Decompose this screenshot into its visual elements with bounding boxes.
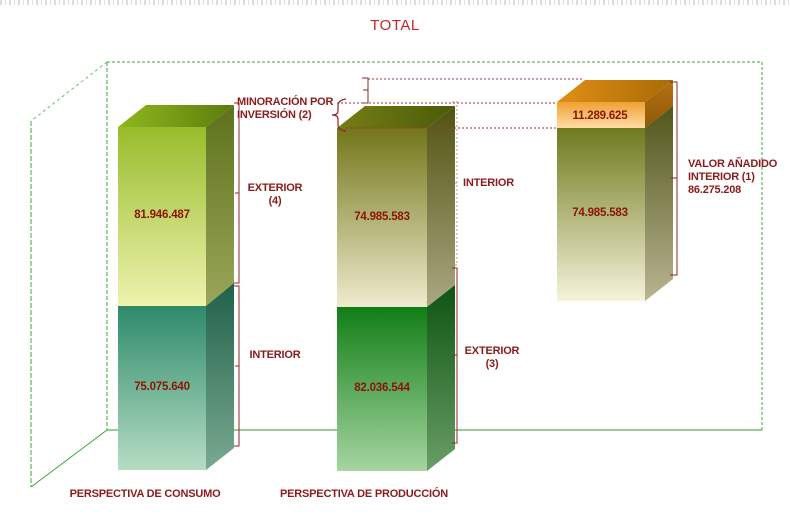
label-minoracion-line2: INVERSIÓN (2) bbox=[237, 109, 312, 121]
label-exterior-3-line2: (3) bbox=[485, 358, 499, 370]
label-exterior-4: EXTERIOR (4) bbox=[243, 182, 307, 208]
value-bar1-interior: 75.075.640 bbox=[134, 381, 190, 393]
bracket-valor-anadido bbox=[670, 81, 678, 276]
value-bar1-exterior: 81.946.487 bbox=[134, 209, 190, 221]
bracket-interior-produccion bbox=[452, 101, 458, 266]
label-valor-line3: 86.275.208 bbox=[688, 184, 742, 196]
room-frame bbox=[30, 61, 763, 488]
label-valor-line2: INTERIOR (1) bbox=[688, 171, 755, 183]
side-wall-top-edge bbox=[30, 61, 108, 122]
bar-valor-minoracion-front bbox=[557, 102, 645, 128]
value-bar3-interior: 74.985.583 bbox=[572, 207, 628, 219]
bar-produccion-top-face bbox=[337, 106, 455, 128]
bar-valor-top-face bbox=[557, 80, 673, 102]
bar-consumo bbox=[118, 105, 234, 470]
category-label-consumo: PERSPECTIVA DE CONSUMO bbox=[69, 488, 221, 500]
bar-produccion-exterior-front bbox=[337, 307, 427, 471]
bar-produccion-interior-front bbox=[337, 128, 427, 307]
bar-valor-interior-side bbox=[645, 106, 673, 301]
bracket-exterior-3 bbox=[452, 267, 458, 444]
value-bar3-minoracion: 11.289.625 bbox=[572, 110, 628, 122]
bar-consumo-top-face bbox=[118, 105, 234, 127]
label-interior-bar2: INTERIOR bbox=[463, 177, 514, 189]
page-perforation-strip bbox=[0, 0, 790, 5]
bar-produccion-exterior-side bbox=[427, 285, 455, 471]
bracket-interior-consumo bbox=[234, 285, 240, 447]
bar-valor-minoracion-side bbox=[645, 80, 673, 128]
bar-consumo-interior-front bbox=[118, 306, 206, 470]
bar-consumo-exterior-front bbox=[118, 127, 206, 306]
bar-consumo-exterior-side bbox=[206, 105, 234, 306]
label-minoracion: MINORACIÓN POR INVERSIÓN (2) bbox=[237, 96, 333, 122]
label-exterior-4-line2: (4) bbox=[268, 195, 282, 207]
bar-valor-anadido bbox=[557, 80, 673, 301]
label-interior-bar1: INTERIOR bbox=[249, 349, 301, 361]
chart-title: TOTAL bbox=[370, 17, 420, 34]
label-exterior-3-line1: EXTERIOR bbox=[464, 345, 520, 357]
category-label-produccion: PERSPECTIVA DE PRODUCCIÓN bbox=[280, 488, 448, 500]
label-exterior-4-line1: EXTERIOR bbox=[247, 182, 303, 194]
bracket-minoracion-gap bbox=[362, 77, 369, 104]
value-bar2-interior: 74.985.583 bbox=[354, 211, 410, 223]
bar-produccion-interior-side bbox=[427, 106, 455, 307]
label-valor-anadido: VALOR AÑADIDO INTERIOR (1) 86.275.208 bbox=[688, 158, 777, 197]
label-exterior-3: EXTERIOR (3) bbox=[463, 345, 521, 371]
bar-produccion bbox=[337, 106, 455, 471]
side-wall-bottom-edge bbox=[30, 429, 108, 488]
label-valor-line1: VALOR AÑADIDO bbox=[688, 158, 778, 170]
minoracion-connector-lines bbox=[337, 78, 583, 129]
value-bar2-exterior: 82.036.544 bbox=[354, 382, 410, 394]
bar-valor-interior-front bbox=[557, 128, 645, 301]
label-minoracion-line1: MINORACIÓN POR bbox=[237, 96, 334, 108]
bar-consumo-interior-side bbox=[206, 283, 234, 470]
bracket-exterior-4 bbox=[234, 102, 240, 284]
